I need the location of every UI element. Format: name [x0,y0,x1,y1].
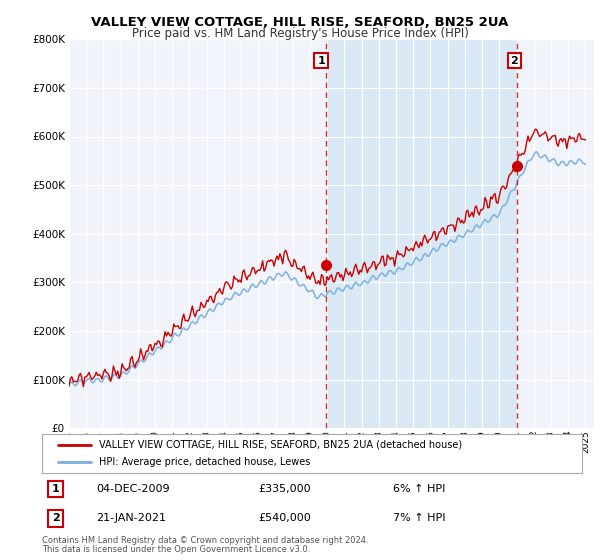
Text: 6% ↑ HPI: 6% ↑ HPI [393,484,445,494]
Text: 21-JAN-2021: 21-JAN-2021 [96,514,166,524]
Text: 2: 2 [511,55,518,66]
Text: 7% ↑ HPI: 7% ↑ HPI [393,514,445,524]
Text: £540,000: £540,000 [258,514,311,524]
Text: 1: 1 [52,484,59,494]
Text: 04-DEC-2009: 04-DEC-2009 [96,484,170,494]
Text: 1: 1 [317,55,325,66]
Text: 2: 2 [52,514,59,524]
Text: VALLEY VIEW COTTAGE, HILL RISE, SEAFORD, BN25 2UA (detached house): VALLEY VIEW COTTAGE, HILL RISE, SEAFORD,… [98,440,462,450]
Text: £335,000: £335,000 [258,484,311,494]
Text: Price paid vs. HM Land Registry's House Price Index (HPI): Price paid vs. HM Land Registry's House … [131,27,469,40]
Text: This data is licensed under the Open Government Licence v3.0.: This data is licensed under the Open Gov… [42,545,310,554]
Text: HPI: Average price, detached house, Lewes: HPI: Average price, detached house, Lewe… [98,457,310,467]
Bar [326,39,517,428]
Text: Contains HM Land Registry data © Crown copyright and database right 2024.: Contains HM Land Registry data © Crown c… [42,536,368,545]
Text: VALLEY VIEW COTTAGE, HILL RISE, SEAFORD, BN25 2UA: VALLEY VIEW COTTAGE, HILL RISE, SEAFORD,… [91,16,509,29]
